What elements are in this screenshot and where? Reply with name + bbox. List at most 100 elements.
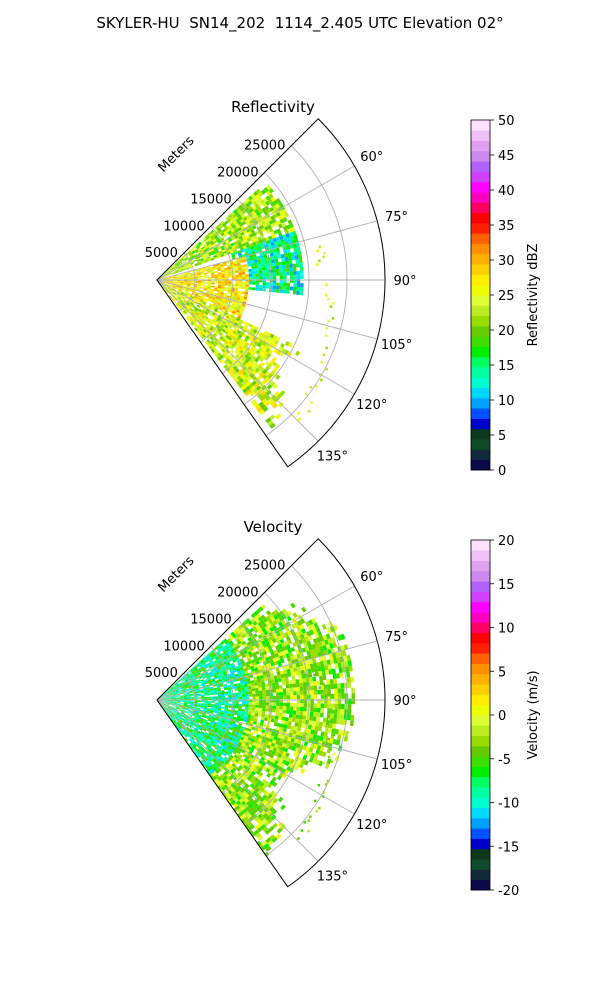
colorbar-tick-label: 40 (498, 184, 515, 199)
colorbar-segment (471, 150, 490, 162)
panel-title: Reflectivity (231, 98, 315, 116)
theta-tick-label: 105° (381, 758, 412, 773)
colorbar-segment (471, 264, 490, 275)
colorbar-segment (471, 550, 490, 561)
theta-tick-label: 90° (393, 694, 416, 709)
colorbar-tick-label: 45 (498, 149, 515, 164)
colorbar-segment (471, 130, 490, 141)
r-tick-label: 25000 (244, 139, 285, 154)
r-tick-label: 25000 (244, 559, 285, 574)
theta-tick-label: 90° (393, 274, 416, 289)
colorbar-tick-label: 10 (498, 394, 515, 409)
range-ring (222, 619, 272, 794)
colorbar-segment (471, 459, 490, 471)
radial-line (156, 279, 378, 340)
colorbar-segment (471, 181, 490, 193)
range-ring (178, 672, 196, 732)
colorbar-segment (471, 622, 490, 634)
colorbar-tick-label: 20 (498, 324, 515, 339)
colorbar-segment (471, 540, 490, 551)
radial-line (156, 699, 355, 815)
colorbar-segment (471, 745, 490, 757)
radial-axis-label: Meters (156, 553, 198, 595)
range-ring (200, 225, 234, 343)
polar-grid (156, 145, 385, 442)
colorbar-segment (471, 336, 490, 347)
radial-line (156, 220, 378, 281)
colorbar-segment (471, 192, 490, 203)
colorbar-segment (471, 222, 490, 234)
colorbar-segment (471, 140, 490, 152)
colorbar-tick-label: 5 (498, 429, 506, 444)
colorbar-segment (471, 715, 490, 726)
colorbar-tick-label: -15 (498, 840, 519, 855)
colorbar-label: Velocity (m/s) (526, 670, 541, 759)
colorbar-tick-label: 15 (498, 359, 515, 374)
colorbar-segment (471, 305, 490, 316)
colorbar-segment (471, 684, 490, 695)
colorbar-segment (471, 161, 490, 172)
colorbar-tick-label: 30 (498, 254, 515, 269)
colorbar-segment (471, 295, 490, 306)
colorbar-segment (471, 879, 490, 891)
colorbar-segment (471, 202, 490, 214)
colorbar-segment (471, 377, 490, 389)
figure-title: SKYLER-HU SN14_202 1114_2.405 UTC Elevat… (96, 14, 504, 32)
colorbar-segment (471, 776, 490, 788)
colorbar-segment (471, 859, 490, 870)
radial-line (156, 640, 378, 701)
colorbar-tick-label: -5 (498, 753, 511, 768)
colorbar-segment (471, 848, 490, 860)
r-tick-label: 20000 (217, 166, 258, 181)
colorbar-segment (471, 612, 490, 623)
r-tick-label: 20000 (217, 586, 258, 601)
colorbar-segment (471, 418, 490, 430)
colorbar-segment (471, 725, 490, 736)
colorbar-segment (471, 212, 490, 224)
colorbar-segment (471, 601, 490, 613)
colorbar-segment (471, 807, 490, 819)
r-tick-label: 5000 (145, 666, 178, 681)
colorbar-segment (471, 120, 490, 131)
colorbar-segment (471, 642, 490, 654)
range-ring (265, 145, 348, 437)
colorbar-segment (471, 673, 490, 685)
colorbar-tick-label: 0 (498, 709, 506, 724)
range-ring (265, 565, 348, 857)
colorbar-segment (471, 591, 490, 603)
colorbar-segment (471, 766, 490, 778)
range-ring (200, 645, 234, 763)
colorbar-tick-label: -20 (498, 884, 519, 899)
colorbar-tick-label: 10 (498, 622, 515, 637)
colorbar-tick-label: 50 (498, 114, 515, 129)
colorbar-segment (471, 869, 490, 881)
colorbar-segment (471, 828, 490, 839)
colorbar-segment (471, 428, 490, 440)
colorbar-segment (471, 439, 490, 450)
theta-tick-label: 75° (385, 210, 408, 225)
colorbar-segment (471, 346, 490, 358)
colorbar-segment (471, 787, 490, 798)
colorbar-segment (471, 243, 490, 255)
theta-tick-label: 135° (317, 449, 348, 464)
theta-tick-label: 60° (360, 150, 383, 165)
polar-grid (156, 565, 385, 862)
colorbar-segment (471, 694, 490, 706)
radial-line (156, 165, 355, 281)
colorbar-segment (471, 663, 490, 675)
colorbar-tick-label: 20 (498, 534, 515, 549)
colorbar-segment (471, 756, 490, 767)
colorbar-tick-label: 15 (498, 578, 515, 593)
colorbar-segment (471, 735, 490, 747)
colorbar: -20 -15 -10 -5 0 5 10 15 20 Velocity (m/s) (470, 534, 541, 899)
colorbar-segment (471, 274, 490, 286)
range-ring (243, 172, 310, 405)
colorbar-tick-label: -10 (498, 797, 519, 812)
colorbar-segment (471, 653, 490, 664)
colorbar-segment (471, 397, 490, 409)
radial-line (156, 699, 378, 760)
colorbar-tick-label: 0 (498, 464, 506, 479)
theta-tick-label: 105° (381, 338, 412, 353)
radial-line (156, 279, 319, 442)
